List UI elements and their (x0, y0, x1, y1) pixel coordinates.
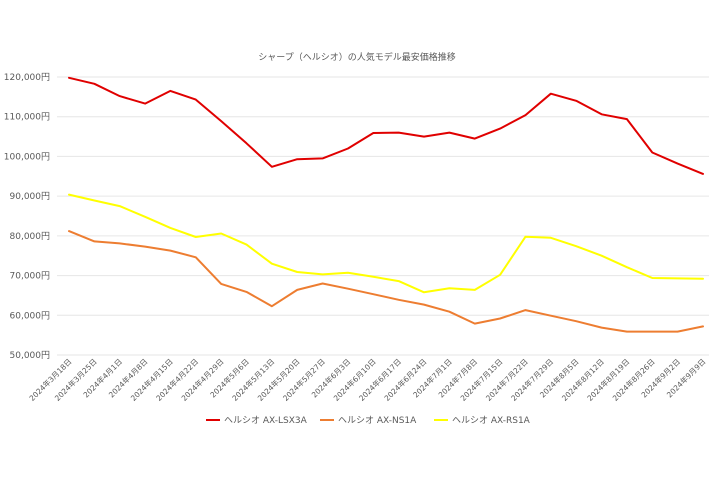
x-tick-label: 2024年7月22日 (483, 356, 530, 403)
x-tick-label: 2024年4月29日 (179, 356, 226, 403)
chart-title: シャープ（ヘルシオ）の人気モデル最安価格推移 (258, 51, 455, 63)
y-tick-label: 100,000円 (4, 151, 50, 162)
series-layer (68, 76, 704, 333)
legend-label: ヘルシオ AX-LSX3A (224, 415, 308, 426)
x-tick-label: 2024年5月13日 (230, 356, 277, 403)
x-tick-label: 2024年7月15日 (458, 356, 505, 403)
x-tick-label: 2024年3月18日 (27, 356, 74, 403)
x-tick-label: 2024年3月25日 (52, 356, 99, 403)
y-tick-label: 120,000円 (4, 72, 50, 83)
x-tick-label: 2024年8月26日 (610, 356, 657, 403)
series-line-2 (68, 230, 704, 333)
y-tick-label: 80,000円 (10, 231, 51, 242)
legend: ヘルシオ AX-LSX3A ヘルシオ AX-NS1A ヘルシオ AX-RS1A (206, 415, 531, 426)
x-tick-label: 2024年8月19日 (585, 356, 632, 403)
x-tick-label: 2024年6月10日 (331, 356, 378, 403)
y-tick-label: 90,000円 (10, 191, 51, 202)
x-tick-label: 2024年5月20日 (255, 356, 302, 403)
x-tick-label: 2024年7月29日 (509, 356, 556, 403)
x-axis-ticks: 2024年3月18日2024年3月25日2024年4月1日2024年4月8日20… (27, 356, 708, 403)
x-tick-label: 2024年6月17日 (356, 356, 403, 403)
y-axis-ticks: 50,000円 60,000円 70,000円 80,000円 90,000円 100,0… (4, 72, 50, 361)
legend-label: ヘルシオ AX-RS1A (452, 415, 531, 426)
series-line-3 (68, 193, 704, 294)
x-tick-label: 2024年6月24日 (382, 356, 429, 403)
x-tick-label: 2024年8月12日 (559, 356, 606, 403)
x-tick-label: 2024年4月15日 (128, 356, 175, 403)
y-tick-label: 60,000円 (10, 310, 51, 321)
y-tick-label: 50,000円 (10, 350, 51, 361)
legend-label: ヘルシオ AX-NS1A (338, 415, 417, 426)
x-tick-label: 2024年5月27日 (280, 356, 327, 403)
y-tick-label: 70,000円 (10, 271, 51, 282)
x-tick-label: 2024年4月22日 (154, 356, 201, 403)
y-tick-label: 110,000円 (4, 112, 50, 123)
series-line-1 (68, 76, 704, 175)
grid-layer (57, 76, 709, 356)
